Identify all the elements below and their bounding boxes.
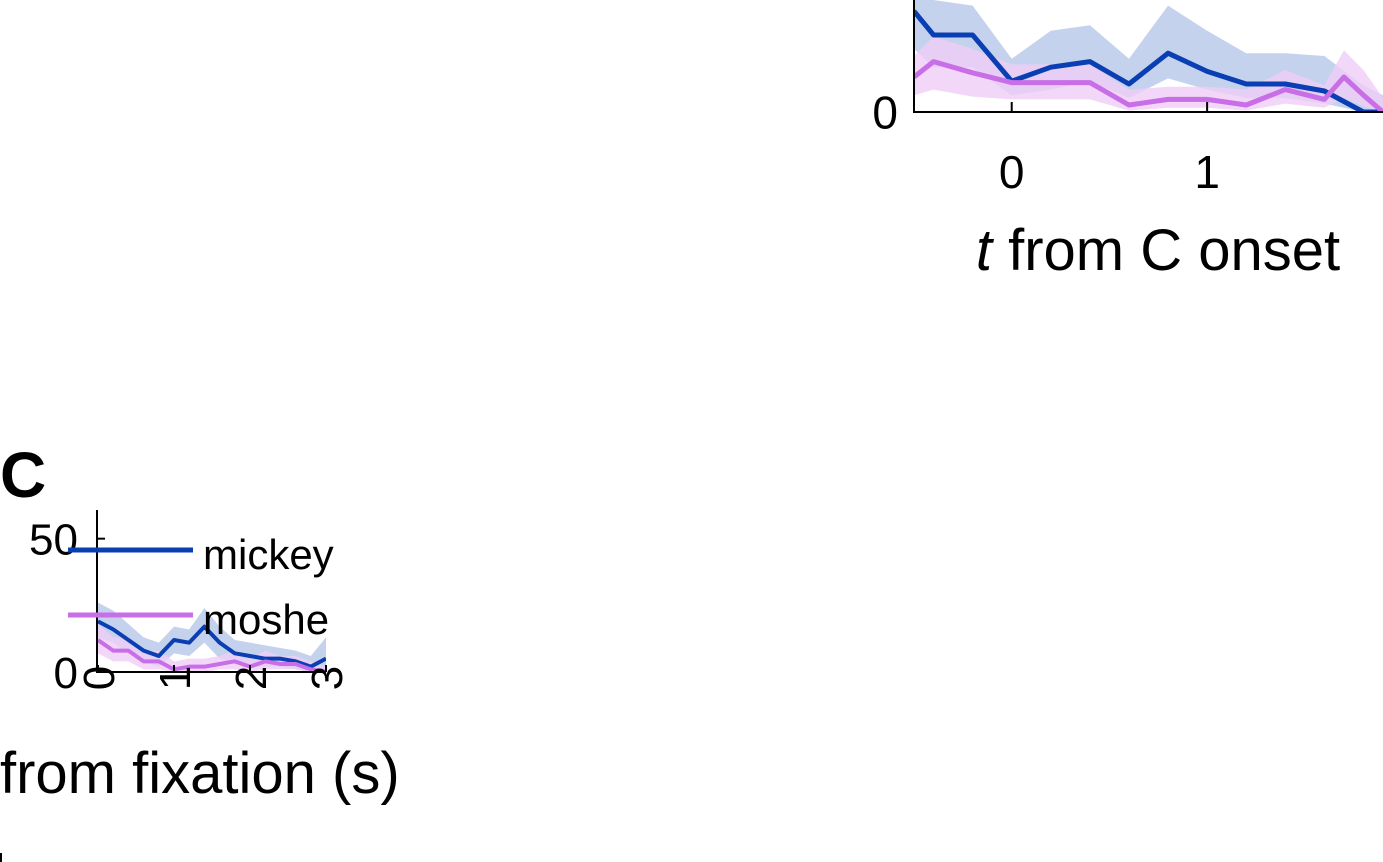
- moshe-data-point: [295, 663, 297, 665]
- top-x-axis-title-rest: from C onset: [992, 218, 1340, 283]
- moshe-data-point: [203, 666, 205, 668]
- moshe-data-point: [933, 61, 935, 63]
- mickey-data-point: [1089, 61, 1091, 63]
- y-tick-label: 50: [29, 516, 78, 565]
- x-tick-label: 1: [151, 666, 200, 690]
- moshe-data-point: [972, 72, 974, 74]
- mickey-data-point: [295, 660, 297, 662]
- mickey-data-point: [188, 642, 190, 644]
- moshe-data-point: [279, 663, 281, 665]
- mickey-data-point: [143, 650, 145, 652]
- mickey-data-point: [1050, 66, 1052, 68]
- moshe-line: [98, 638, 326, 672]
- mickey-data-point: [972, 34, 974, 36]
- moshe-data-point: [158, 660, 160, 662]
- moshe-data-point: [1206, 98, 1208, 100]
- moshe-data-point: [1284, 89, 1286, 91]
- mickey-data-point: [249, 655, 251, 657]
- moshe-data-point: [127, 650, 129, 652]
- mickey-data-point: [325, 658, 326, 660]
- panel-c-chart: C 0 50 0 1 2 3 mickey moshe from fixation (s…: [0, 439, 400, 806]
- legend-moshe-label: moshe: [203, 596, 329, 643]
- moshe-data-point: [310, 668, 312, 670]
- x-tick-label: 3: [303, 666, 352, 690]
- mickey-data-point: [1284, 83, 1286, 85]
- x-tick-label: 0: [999, 146, 1025, 198]
- y-tick-label: 0: [872, 87, 898, 139]
- c-x-axis-title: from fixation (s): [0, 741, 400, 806]
- c-legend: mickey moshe: [68, 531, 334, 643]
- mickey-data-point: [127, 639, 129, 641]
- mickey-data-point: [1128, 83, 1130, 85]
- moshe-data-point: [1323, 98, 1325, 100]
- moshe-data-point: [234, 660, 236, 662]
- top-x-axis-title-italic: t: [976, 218, 995, 283]
- moshe-data-point: [188, 666, 190, 668]
- mickey-line: [914, 9, 1383, 113]
- mickey-data-point: [933, 34, 935, 36]
- moshe-data-point: [1128, 104, 1130, 106]
- x-tick-label: 0: [75, 666, 124, 690]
- moshe-data-point: [1362, 94, 1364, 96]
- mickey-data-point: [1245, 83, 1247, 85]
- moshe-data-point: [1089, 82, 1091, 84]
- mickey-data-point: [203, 626, 205, 628]
- mickey-data-point: [234, 652, 236, 654]
- mickey-data-point: [1206, 70, 1208, 72]
- c-series-lines: [98, 619, 326, 672]
- mickey-data-point: [1323, 90, 1325, 92]
- mickey-data-point: [279, 658, 281, 660]
- moshe-data-point: [112, 650, 114, 652]
- x-tick-label: 2: [227, 666, 276, 690]
- moshe-data-point: [1050, 82, 1052, 84]
- moshe-data-point: [1011, 82, 1013, 84]
- legend-mickey-label: mickey: [203, 531, 334, 578]
- top-y-ticks: 0: [872, 87, 924, 139]
- moshe-data-point: [98, 639, 99, 641]
- mickey-line: [98, 619, 326, 669]
- y-tick-label: 0: [54, 649, 78, 698]
- top-x-axis-title: t from C onset: [976, 218, 1340, 283]
- x-tick-label: 1: [1194, 146, 1220, 198]
- mickey-data-point: [1167, 52, 1169, 54]
- mickey-data-point: [112, 628, 114, 630]
- moshe-data-point: [143, 660, 145, 662]
- moshe-data-point: [1343, 76, 1345, 78]
- c-y-ticks: 0 50: [29, 516, 105, 698]
- moshe-confidence-band: [914, 36, 1383, 112]
- mickey-data-point: [264, 658, 266, 660]
- moshe-data-point: [1245, 104, 1247, 106]
- mickey-data-point: [158, 655, 160, 657]
- mickey-data-point: [219, 642, 221, 644]
- mickey-data-point: [310, 666, 312, 668]
- c-x-ticks: 0 1 2 3: [75, 665, 352, 690]
- moshe-data-point: [219, 663, 221, 665]
- panel-c-label: C: [0, 439, 46, 511]
- mickey-data-point: [173, 639, 175, 641]
- moshe-data-point: [264, 660, 266, 662]
- mickey-data-point: [98, 620, 99, 622]
- moshe-data-point: [1167, 98, 1169, 100]
